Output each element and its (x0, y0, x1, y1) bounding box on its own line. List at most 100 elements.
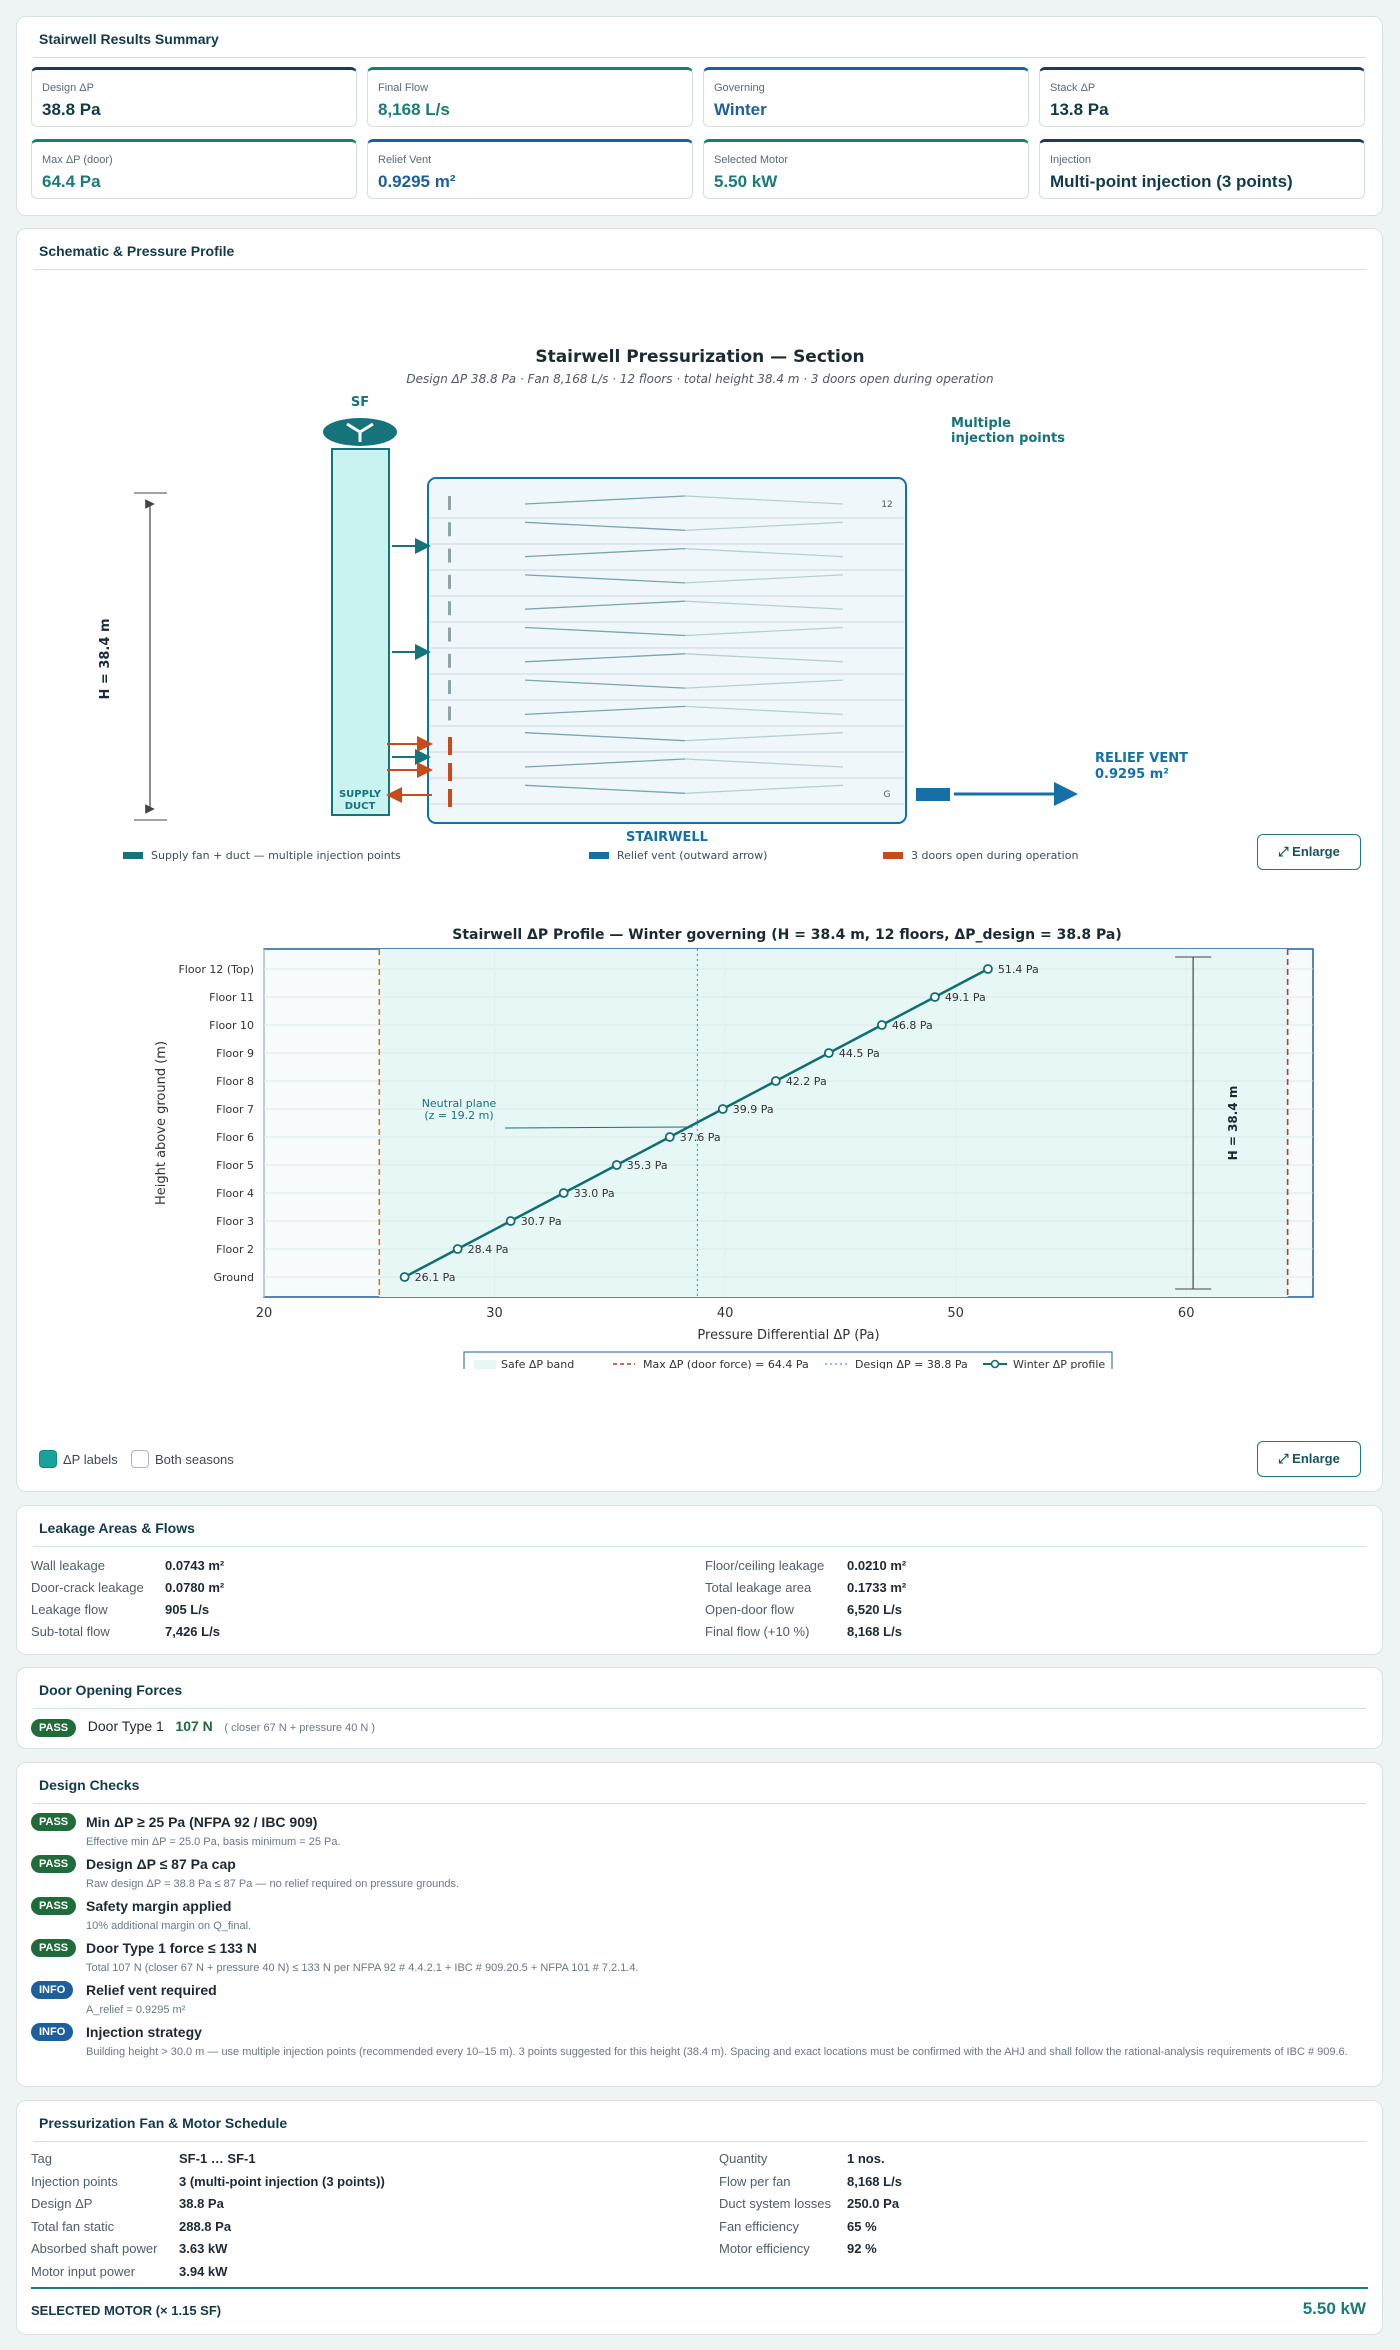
y-tick-label: Floor 4 (216, 1187, 254, 1200)
ground-floor-label: G (884, 790, 891, 800)
chart-title: Stairwell ΔP Profile — Winter governing … (452, 927, 1122, 943)
info-badge: INFO (31, 1981, 74, 1999)
kv-value: 0.1733 m² (847, 1580, 907, 1595)
check-title: Relief vent required (86, 1982, 217, 1998)
door-marker (448, 548, 451, 563)
metric-value: 13.8 Pa (1050, 100, 1109, 119)
supply-duct-label-2: DUCT (345, 801, 376, 812)
divider (33, 1803, 1366, 1804)
enlarge-chart-button[interactable]: ⤢ Enlarge (1257, 1441, 1361, 1477)
divider (33, 1546, 1366, 1547)
check-title: Door Type 1 force ≤ 133 N (86, 1940, 257, 1956)
x-tick-label: 40 (717, 1306, 734, 1321)
fan-label: SF (351, 395, 369, 410)
kv-label: Open-door flow (705, 1602, 794, 1617)
card-title: Design Checks (39, 1777, 140, 1793)
stair-flight (684, 600, 844, 610)
check-item: INFO Relief vent required A_relief = 0.929… (31, 1981, 217, 2016)
metric-value: 0.9295 m² (378, 172, 456, 191)
design-checks-card: Design Checks PASS Min ΔP ≥ 25 Pa (NFPA 9… (16, 1762, 1383, 2087)
metric-label: Design ΔP (42, 82, 94, 94)
metric-card: Injection Multi-point injection (3 points… (1039, 139, 1365, 199)
dp-labels-checkbox[interactable] (39, 1450, 57, 1468)
card-title: Leakage Areas & Flows (39, 1520, 195, 1536)
kv-value: 250.0 Pa (847, 2196, 900, 2211)
door-type-row: PASS Door Type 1 107 N ( closer 67 N + p… (31, 1718, 375, 1737)
check-item: PASS Door Type 1 force ≤ 133 N Total 107 N… (31, 1939, 639, 1974)
kv-value: 3 (multi-point injection (3 points)) (179, 2173, 385, 2189)
open-door-marker (448, 789, 452, 807)
stair-flight (684, 626, 844, 637)
legend-relief: Relief vent (outward arrow) (617, 849, 767, 862)
data-point (505, 1216, 516, 1226)
y-tick-label: Floor 5 (216, 1159, 254, 1172)
metric-card: Stack ΔP 13.8 Pa (1039, 67, 1365, 127)
divider (33, 269, 1366, 270)
stairwell-section-diagram: Stairwell Pressurization — Section Desig… (98, 347, 1188, 862)
kv-label: Fan efficiency (719, 2218, 799, 2234)
top-floor-label: 12 (881, 500, 892, 510)
diagram-title: Stairwell Pressurization — Section (535, 347, 864, 367)
stair-flight (684, 547, 844, 558)
check-item: INFO Injection strategy Building height > … (31, 2023, 1348, 2058)
check-title: Safety margin applied (86, 1898, 232, 1914)
data-point (876, 1020, 887, 1030)
check-title: Min ΔP ≥ 25 Pa (NFPA 92 / IBC 909) (86, 1814, 318, 1830)
kv-value: 38.8 Pa (179, 2196, 224, 2211)
y-tick-label: Floor 11 (209, 991, 254, 1004)
legend-swatch-supply (123, 852, 143, 859)
kv-value: 3.94 kW (179, 2263, 228, 2279)
safe-dp-band (379, 949, 1288, 1297)
both-seasons-checkbox[interactable] (131, 1450, 149, 1468)
data-label: 28.4 Pa (468, 1243, 509, 1256)
y-tick-label: Floor 7 (216, 1103, 254, 1116)
data-point (558, 1188, 569, 1198)
door-marker (448, 522, 451, 537)
y-tick-label: Floor 2 (216, 1243, 254, 1256)
metric-label: Selected Motor (714, 154, 788, 166)
y-tick-label: Floor 3 (216, 1215, 254, 1228)
check-description: A_relief = 0.9295 m² (86, 2004, 186, 2016)
y-tick-label: Floor 10 (209, 1019, 254, 1032)
kv-label: Total leakage area (705, 1580, 812, 1595)
kv-label: Leakage flow (31, 1602, 108, 1617)
kv-value: 92 % (847, 2241, 877, 2256)
legend-marker (990, 1359, 1000, 1369)
stair-flight (684, 679, 844, 689)
stair-flight (684, 758, 844, 768)
results-summary-card: Stairwell Results Summary Design ΔP 38.8 … (16, 16, 1383, 216)
kv-value: 8,168 L/s (847, 2173, 902, 2189)
selected-motor-divider (31, 2287, 1368, 2289)
legend-swatch-doors (883, 852, 903, 859)
data-label: 44.5 Pa (839, 1047, 880, 1060)
dp-profile-chart: Stairwell ΔP Profile — Winter governing … (154, 927, 1314, 1369)
check-description: 10% additional margin on Q_final. (86, 1920, 252, 1932)
pass-badge: PASS (31, 1813, 77, 1831)
metric-card: Design ΔP 38.8 Pa (31, 67, 357, 127)
metric-label: Stack ΔP (1050, 82, 1096, 94)
pass-badge: PASS (31, 1897, 77, 1915)
enlarge-diagram-button[interactable]: ⤢ Enlarge (1257, 834, 1361, 870)
kv-label: Absorbed shaft power (31, 2241, 158, 2256)
kv-label: Quantity (719, 2151, 768, 2166)
metric-label: Injection (1050, 154, 1091, 166)
floor-lines (430, 495, 904, 805)
dp-labels-label: ΔP labels (63, 1452, 118, 1467)
neutral-plane-label-1: Neutral plane (422, 1097, 497, 1110)
door-forces-card: Door Opening Forces PASS Door Type 1 107… (16, 1667, 1383, 1749)
kv-value: 0.0743 m² (165, 1558, 225, 1573)
stairwell-label: STAIRWELL (626, 830, 708, 845)
chart-legend (463, 1351, 1113, 1369)
data-label: 33.0 Pa (574, 1187, 615, 1200)
stair-flight (524, 574, 686, 584)
door-marker (448, 653, 451, 668)
metric-value: 8,168 L/s (378, 100, 450, 119)
stair-flight (524, 521, 686, 531)
door-force: 107 N (175, 1718, 213, 1734)
data-label: 51.4 Pa (998, 963, 1039, 976)
pass-badge: PASS (31, 1939, 77, 1957)
door-marker (448, 496, 451, 510)
kv-label: Total fan static (31, 2218, 115, 2234)
relief-vent-label-2: 0.9295 m² (1095, 767, 1169, 782)
metric-label: Max ΔP (door) (42, 154, 113, 166)
